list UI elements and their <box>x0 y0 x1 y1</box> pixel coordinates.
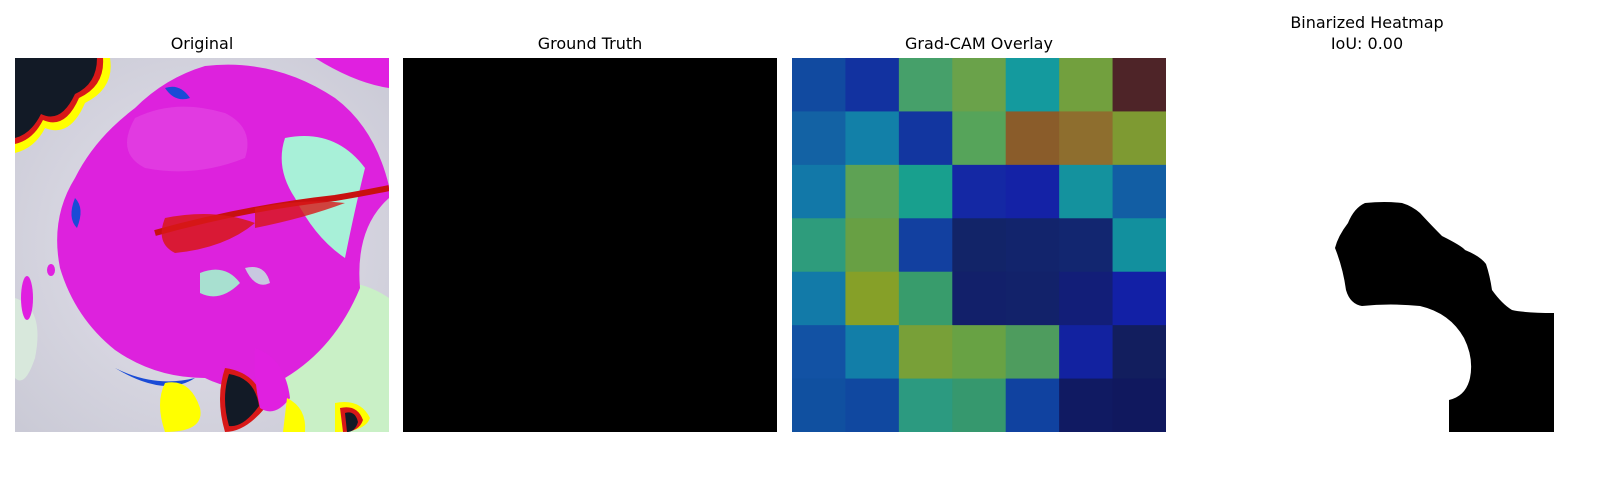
gradcam-cell <box>1059 325 1114 380</box>
gradcam-cell <box>952 164 1007 219</box>
gradcam-cell <box>845 164 900 219</box>
gradcam-cell <box>1005 218 1060 273</box>
gradcam-panel: Grad-CAM Overlay <box>792 0 1166 500</box>
mask-region <box>1335 202 1554 432</box>
gradcam-cell <box>898 111 953 166</box>
ground-truth-panel: Ground Truth <box>403 0 777 500</box>
binarized-panel: Binarized Heatmap IoU: 0.00 <box>1180 0 1554 500</box>
gradcam-cell <box>792 325 847 380</box>
gradcam-cell <box>1112 111 1166 166</box>
binarized-title: Binarized Heatmap <box>1290 13 1444 32</box>
ground-truth-image <box>403 58 777 432</box>
original-image <box>15 58 389 432</box>
gradcam-cell <box>1112 58 1166 113</box>
gradcam-cell <box>845 111 900 166</box>
gradcam-cell <box>1112 378 1166 432</box>
ground-truth-title: Ground Truth <box>537 34 643 53</box>
original-title: Original <box>170 34 234 53</box>
gradcam-cell <box>845 325 900 380</box>
gradcam-cell <box>1005 58 1060 113</box>
gradcam-cell <box>845 58 900 113</box>
gradcam-cell <box>845 271 900 326</box>
gradcam-cell <box>1005 378 1060 432</box>
gradcam-cell <box>952 58 1007 113</box>
gradcam-cell <box>1112 218 1166 273</box>
gradcam-cell <box>1059 58 1114 113</box>
gradcam-cell <box>898 325 953 380</box>
gradcam-grid <box>792 58 1166 432</box>
gradcam-cell <box>1059 378 1114 432</box>
gradcam-cell <box>1005 271 1060 326</box>
gradcam-cell <box>792 378 847 432</box>
gradcam-cell <box>1112 164 1166 219</box>
gradcam-cell <box>898 218 953 273</box>
gradcam-cell <box>1059 271 1114 326</box>
gradcam-cell <box>845 218 900 273</box>
gradcam-cell <box>898 271 953 326</box>
gradcam-cell <box>952 325 1007 380</box>
gradcam-cell <box>792 111 847 166</box>
gradcam-image <box>792 58 1166 432</box>
gradcam-cell <box>1112 325 1166 380</box>
gradcam-cell <box>1005 111 1060 166</box>
gradcam-cell <box>792 271 847 326</box>
gradcam-cell <box>1005 164 1060 219</box>
gradcam-cell <box>792 218 847 273</box>
gradcam-cell <box>792 58 847 113</box>
gradcam-cell <box>1005 325 1060 380</box>
binarized-image <box>1180 58 1554 432</box>
original-panel: Original <box>15 0 389 500</box>
gradcam-cell <box>1112 271 1166 326</box>
gradcam-cell <box>898 378 953 432</box>
gradcam-cell <box>1059 164 1114 219</box>
gradcam-cell <box>952 271 1007 326</box>
gradcam-cell <box>898 164 953 219</box>
gradcam-title: Grad-CAM Overlay <box>905 34 1053 53</box>
iou-label: IoU: 0.00 <box>1330 34 1404 53</box>
gradcam-cell <box>792 164 847 219</box>
gradcam-cell <box>952 111 1007 166</box>
gradcam-cell <box>952 378 1007 432</box>
gradcam-cell <box>898 58 953 113</box>
gradcam-cell <box>845 378 900 432</box>
gradcam-cell <box>1059 111 1114 166</box>
gradcam-cell <box>952 218 1007 273</box>
gradcam-cell <box>1059 218 1114 273</box>
